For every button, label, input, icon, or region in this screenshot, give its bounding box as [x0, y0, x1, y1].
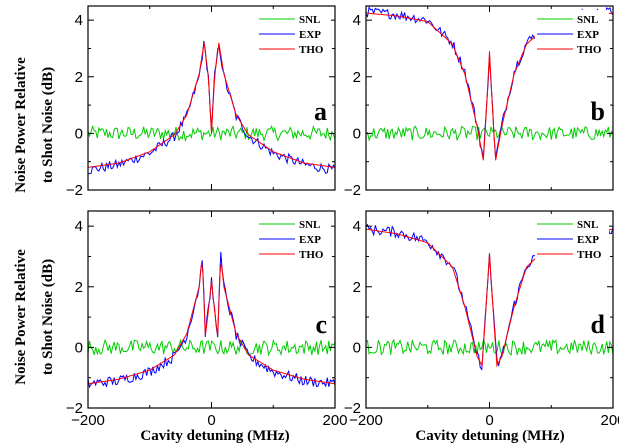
- legend-label-snl: SNL: [577, 14, 598, 26]
- legend-label-exp: EXP: [577, 29, 599, 41]
- y-axis-label-top-line1: Noise Power Relative: [13, 57, 29, 193]
- y-axis-label-bottom-line1: Noise Power Relative: [13, 249, 29, 385]
- y-tick-label: −2: [66, 400, 83, 417]
- panel-d: −2 0 2 4 −200 0 200 SNL EXP THO d: [344, 210, 619, 429]
- legend-label-exp: EXP: [299, 234, 321, 246]
- y-tick-label: 0: [353, 125, 361, 142]
- x-tick-label: 0: [485, 412, 493, 429]
- series-line-snl-a: [87, 124, 336, 143]
- series-line-snl-c: [87, 338, 336, 357]
- legend-label-snl: SNL: [299, 219, 320, 231]
- y-tick-label: −2: [344, 182, 361, 199]
- panel-letter: a: [314, 97, 327, 126]
- y-tick-label: 2: [353, 279, 361, 296]
- x-axis-label-right: Cavity detuning (MHz): [415, 428, 564, 444]
- panel-letter: d: [591, 310, 606, 339]
- y-tick-label: −2: [66, 182, 83, 199]
- panel-c: −2 0 2 4 −200 0 200 SNL EXP THO c: [66, 210, 348, 429]
- y-tick-label: 4: [75, 218, 83, 235]
- legend-label-tho: THO: [299, 249, 324, 261]
- x-tick-label: 200: [600, 412, 619, 429]
- x-tick-label: −200: [71, 412, 105, 429]
- y-tick-label: 4: [353, 12, 361, 29]
- series-line-snl-d: [365, 338, 614, 356]
- y-tick-label: 0: [353, 339, 361, 356]
- panel-b: −2 0 2 4 SNL EXP THO b: [344, 5, 614, 199]
- legend-label-tho: THO: [577, 44, 602, 56]
- legend-label-snl: SNL: [299, 14, 320, 26]
- y-tick-label: 2: [75, 69, 83, 86]
- series-line-exp-c: [87, 251, 336, 389]
- legend-label-tho: THO: [577, 249, 602, 261]
- y-tick-label: 4: [353, 218, 361, 235]
- series-line-exp-a: [87, 40, 336, 175]
- series-line-tho-c: [87, 262, 336, 385]
- panel-letter: c: [315, 310, 327, 339]
- legend-label-snl: SNL: [577, 219, 598, 231]
- x-tick-label: 0: [207, 412, 215, 429]
- y-axis-label-top-line2: to Shot Noise (dB): [40, 67, 56, 183]
- y-tick-label: 4: [75, 12, 83, 29]
- legend-label-exp: EXP: [299, 29, 321, 41]
- x-tick-label: −200: [349, 412, 383, 429]
- y-tick-label: 2: [75, 279, 83, 296]
- y-tick-label: 0: [75, 339, 83, 356]
- y-axis-label-bottom-line2: to Shot Noise (dB): [40, 259, 56, 375]
- legend-label-exp: EXP: [577, 234, 599, 246]
- y-tick-label: 0: [75, 125, 83, 142]
- panel-letter: b: [591, 97, 605, 126]
- y-tick-label: −2: [344, 400, 361, 417]
- x-axis-label-left: Cavity detuning (MHz): [140, 428, 289, 444]
- panel-a: −2 0 2 4 SNL EXP THO a: [66, 5, 336, 199]
- series-line-snl-b: [365, 125, 614, 142]
- x-tick-label: 200: [322, 412, 347, 429]
- series-line-tho-a: [87, 42, 336, 168]
- legend-label-tho: THO: [299, 44, 324, 56]
- y-tick-label: 2: [353, 69, 361, 86]
